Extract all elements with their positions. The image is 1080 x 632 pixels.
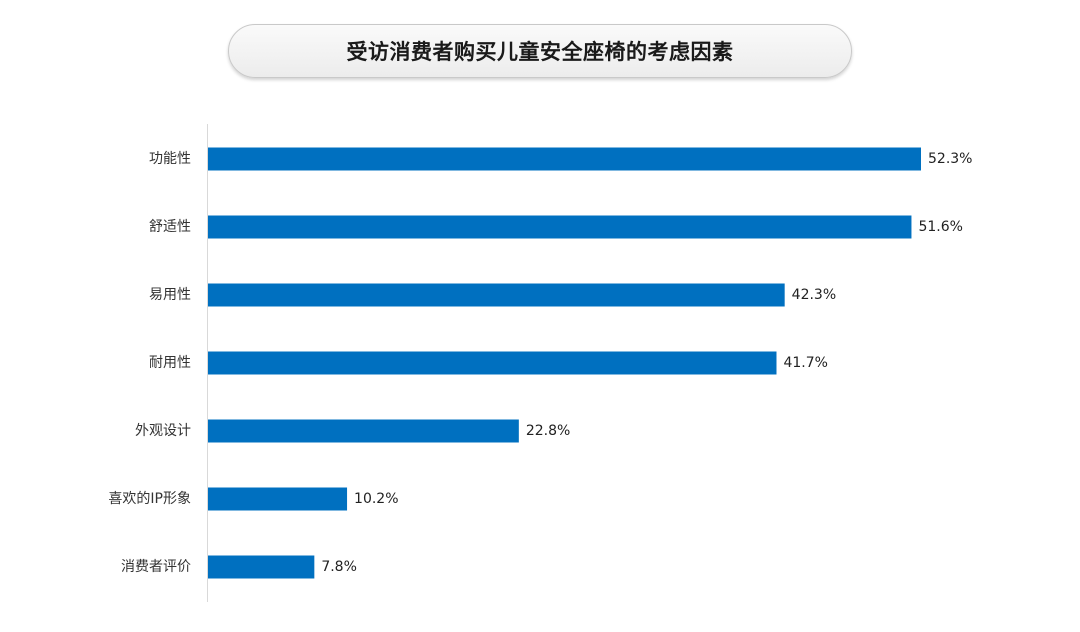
data-label: 52.3% <box>928 151 972 167</box>
data-label: 7.8% <box>321 559 357 575</box>
data-label: 51.6% <box>918 219 962 235</box>
data-label: 10.2% <box>354 491 398 507</box>
bar <box>208 147 921 171</box>
bar <box>208 419 519 443</box>
chart-title: 受访消费者购买儿童安全座椅的考虑因素 <box>346 40 734 64</box>
bar <box>208 351 777 375</box>
bar <box>208 215 912 239</box>
category-label: 消费者评价 <box>121 559 191 575</box>
category-label: 耐用性 <box>149 355 191 371</box>
bar-group: 功能性 52.3% 舒适性 51.6% 易用性 42.3% 耐用性 41.7% 外观设计 22.8… <box>108 147 972 579</box>
bar <box>208 487 348 511</box>
bar <box>208 283 785 307</box>
category-label: 喜欢的IP形象 <box>108 491 191 507</box>
category-label: 功能性 <box>149 151 191 167</box>
data-label: 42.3% <box>792 287 836 303</box>
bar <box>208 555 315 579</box>
category-label: 外观设计 <box>135 423 191 439</box>
category-label: 舒适性 <box>149 219 191 235</box>
chart-title-banner: 受访消费者购买儿童安全座椅的考虑因素 <box>228 24 852 78</box>
data-label: 41.7% <box>783 355 827 371</box>
category-label: 易用性 <box>149 287 191 303</box>
data-label: 22.8% <box>526 423 570 439</box>
